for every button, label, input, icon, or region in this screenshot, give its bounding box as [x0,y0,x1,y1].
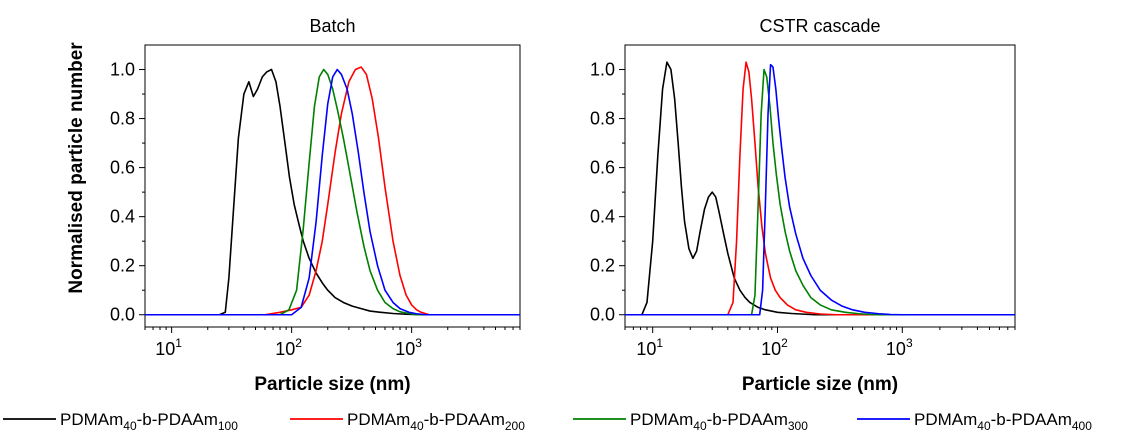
legend-item: PDMAm40-b-PDAAm400 [857,410,1092,433]
y-tick-label: 0.8 [110,109,135,129]
y-tick-label: 1.0 [110,60,135,80]
y-tick-label: 0.8 [590,109,615,129]
x-tick-label: 102 [761,336,788,359]
y-tick-label: 0.0 [590,305,615,325]
series-line [625,61,1015,316]
y-tick-label: 1.0 [590,60,615,80]
y-tick-label: 0.2 [110,256,135,276]
legend-label: PDMAm40-b-PDAAm100 [60,410,238,433]
legend-item: PDMAm40-b-PDAAm100 [3,410,238,433]
y-tick-label: 0.2 [590,256,615,276]
series-line [145,68,520,316]
series-line [145,66,520,316]
panel-title: Batch [309,16,355,36]
legend-item: PDMAm40-b-PDAAm200 [290,410,525,433]
x-tick-label: 103 [395,336,422,359]
x-tick-label: 101 [636,336,663,359]
y-tick-label: 0.6 [110,158,135,178]
series-line [625,61,1015,316]
x-tick-label: 101 [155,336,182,359]
y-tick-label: 0.4 [110,207,135,227]
y-tick-label: 0.4 [590,207,615,227]
legend-label: PDMAm40-b-PDAAm300 [630,410,808,433]
series-line [145,68,520,316]
panel-title: CSTR cascade [759,16,880,36]
legend-item: PDMAm40-b-PDAAm300 [573,410,808,433]
y-tick-label: 0.6 [590,158,615,178]
y-tick-label: 0.0 [110,305,135,325]
plot-frame [144,44,521,328]
panel-batch: Batch 0.0 0.2 0.4 0.6 0.8 1.0 101 102 103 Particle… [110,16,521,395]
legend-label: PDMAm40-b-PDAAm200 [347,410,525,433]
x-axis-label: Particle size (nm) [254,374,410,395]
legend: PDMAm40-b-PDAAm100 PDMAm40-b-PDAAm200 PDMA… [3,410,1092,433]
series-line [625,63,1015,316]
plot-frame [624,44,1016,328]
series-line [145,68,520,316]
y-axis-label: Normalised particle number [66,42,87,294]
legend-label: PDMAm40-b-PDAAm400 [914,410,1092,433]
panel-cstr-cascade: CSTR cascade 0.0 0.2 0.4 0.6 0.8 1.0 101 102 103 P… [590,16,1016,395]
x-tick-label: 103 [886,336,913,359]
series-line [625,68,1015,316]
x-tick-label: 102 [275,336,302,359]
x-axis-label: Particle size (nm) [742,374,898,395]
